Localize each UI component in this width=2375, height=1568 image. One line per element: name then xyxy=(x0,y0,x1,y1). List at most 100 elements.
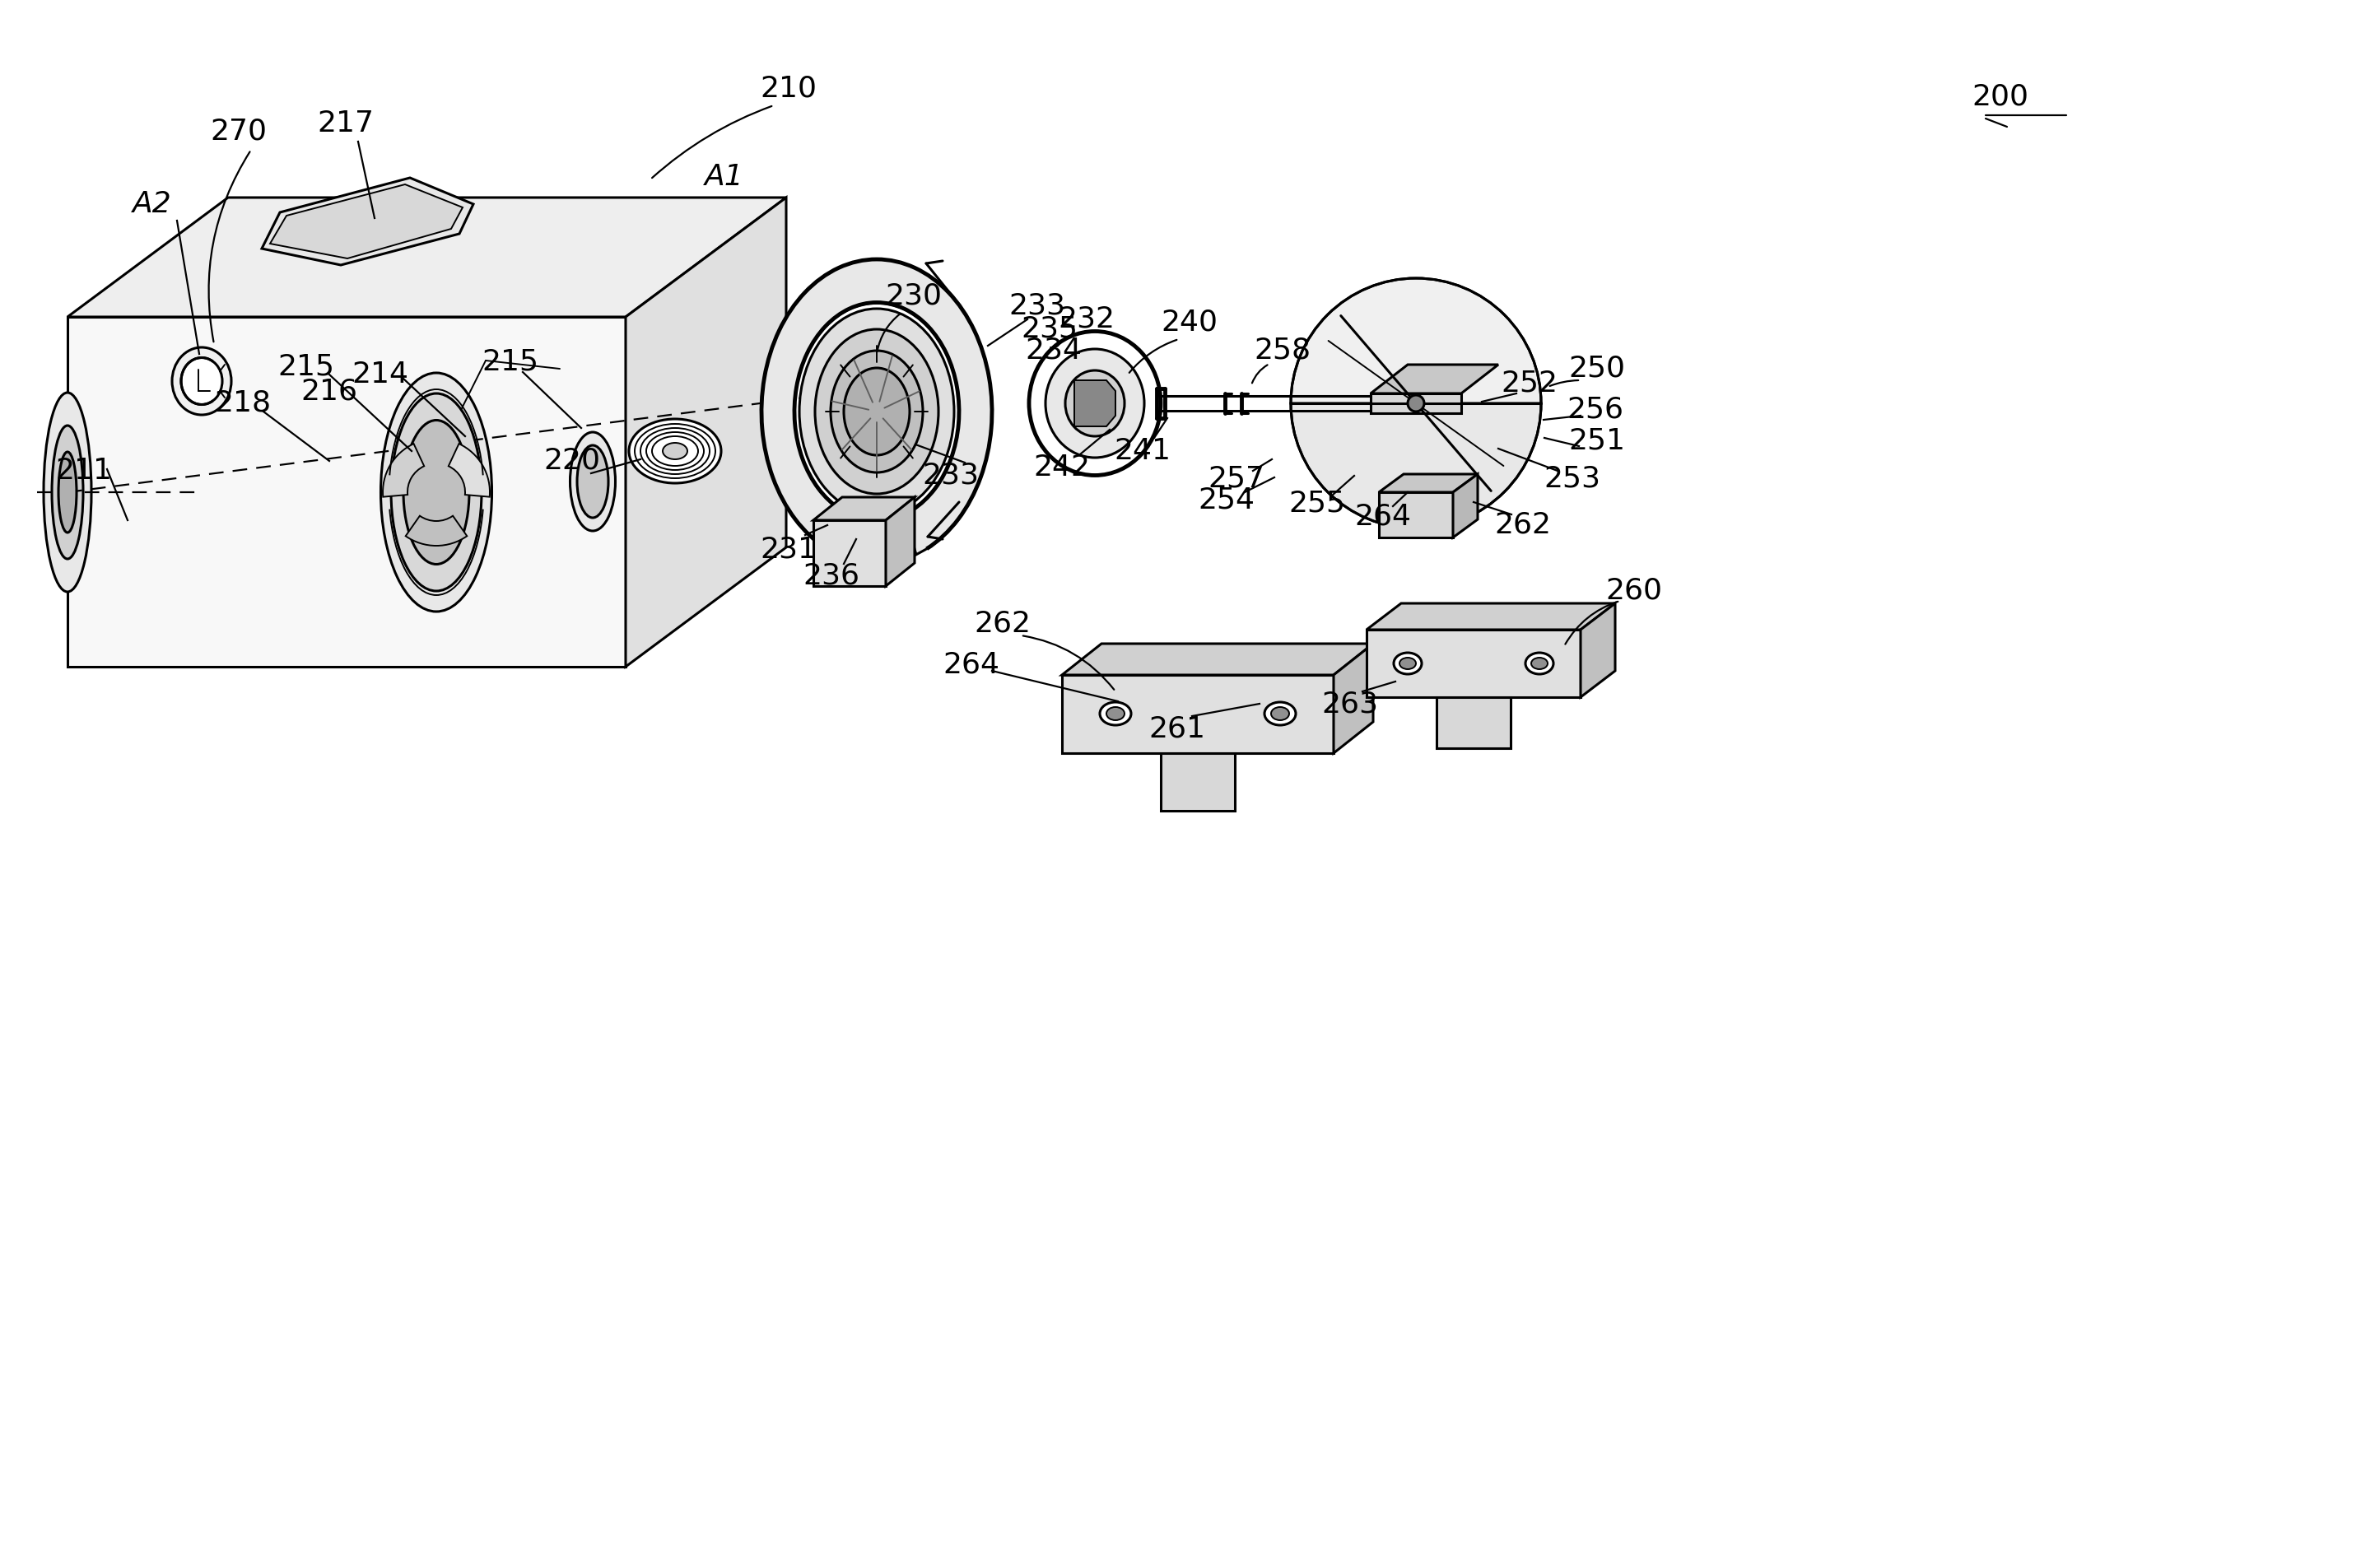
Polygon shape xyxy=(271,185,463,259)
Ellipse shape xyxy=(1394,652,1423,674)
Polygon shape xyxy=(1062,674,1335,753)
Ellipse shape xyxy=(1264,702,1297,724)
Ellipse shape xyxy=(52,425,83,558)
Text: 240: 240 xyxy=(1161,309,1218,337)
Text: A1: A1 xyxy=(705,163,743,191)
Text: 242: 242 xyxy=(1033,453,1090,481)
Text: A2: A2 xyxy=(133,190,171,218)
Wedge shape xyxy=(1292,278,1541,403)
Ellipse shape xyxy=(641,428,710,474)
Polygon shape xyxy=(1370,365,1499,394)
Polygon shape xyxy=(1074,381,1116,426)
Ellipse shape xyxy=(1100,702,1130,724)
Polygon shape xyxy=(1582,604,1615,698)
Ellipse shape xyxy=(831,351,924,472)
Text: 253: 253 xyxy=(1544,466,1601,492)
Polygon shape xyxy=(1335,643,1373,753)
Text: 215: 215 xyxy=(278,353,335,381)
Ellipse shape xyxy=(1107,707,1123,720)
Text: 262: 262 xyxy=(1494,511,1551,539)
Ellipse shape xyxy=(577,445,608,517)
Ellipse shape xyxy=(843,368,910,455)
Ellipse shape xyxy=(1066,370,1123,436)
Ellipse shape xyxy=(1271,707,1290,720)
Ellipse shape xyxy=(653,436,698,466)
Ellipse shape xyxy=(570,433,615,532)
Wedge shape xyxy=(449,444,489,497)
Polygon shape xyxy=(1380,492,1454,538)
Text: 235: 235 xyxy=(1021,315,1078,343)
Ellipse shape xyxy=(800,309,955,514)
Text: 217: 217 xyxy=(318,110,375,138)
Text: 255: 255 xyxy=(1290,489,1347,517)
Text: 251: 251 xyxy=(1568,426,1625,455)
Text: 260: 260 xyxy=(1606,577,1662,605)
Ellipse shape xyxy=(1028,331,1161,475)
Text: 257: 257 xyxy=(1209,466,1266,492)
Ellipse shape xyxy=(180,358,223,405)
Text: 231: 231 xyxy=(760,536,817,564)
Text: 261: 261 xyxy=(1150,715,1206,742)
Ellipse shape xyxy=(1525,652,1553,674)
Wedge shape xyxy=(1292,403,1541,528)
Text: 258: 258 xyxy=(1254,336,1311,364)
Polygon shape xyxy=(1366,630,1582,698)
Ellipse shape xyxy=(380,373,492,612)
Text: 263: 263 xyxy=(1321,690,1378,718)
Text: 210: 210 xyxy=(760,75,817,103)
Polygon shape xyxy=(1062,643,1373,674)
Ellipse shape xyxy=(815,329,938,494)
Text: 200: 200 xyxy=(1971,83,2028,111)
Polygon shape xyxy=(1366,604,1615,630)
Text: 262: 262 xyxy=(974,610,1031,638)
Text: 232: 232 xyxy=(1059,306,1114,334)
Ellipse shape xyxy=(629,419,722,483)
Polygon shape xyxy=(812,521,886,586)
Polygon shape xyxy=(625,198,786,666)
Text: 250: 250 xyxy=(1568,354,1625,383)
Polygon shape xyxy=(1454,474,1477,538)
Ellipse shape xyxy=(43,392,90,591)
Text: 211: 211 xyxy=(55,456,112,485)
Polygon shape xyxy=(1161,753,1235,811)
Polygon shape xyxy=(886,497,914,586)
Ellipse shape xyxy=(646,433,703,470)
Polygon shape xyxy=(1437,698,1511,748)
Ellipse shape xyxy=(1532,657,1548,670)
Text: 236: 236 xyxy=(803,563,860,590)
Text: 216: 216 xyxy=(302,376,359,405)
Ellipse shape xyxy=(1045,350,1145,458)
Text: 252: 252 xyxy=(1501,368,1558,397)
Text: 233: 233 xyxy=(1009,292,1066,320)
Text: 230: 230 xyxy=(886,282,943,310)
Text: 215: 215 xyxy=(482,348,539,376)
Text: 220: 220 xyxy=(544,447,601,475)
Wedge shape xyxy=(382,444,425,497)
Text: 264: 264 xyxy=(943,651,1000,679)
Ellipse shape xyxy=(634,423,715,478)
Ellipse shape xyxy=(663,442,686,459)
Wedge shape xyxy=(406,516,468,546)
Text: 234: 234 xyxy=(1026,336,1083,364)
Polygon shape xyxy=(1380,474,1477,492)
Text: 241: 241 xyxy=(1114,437,1171,466)
Text: 214: 214 xyxy=(352,361,408,389)
Polygon shape xyxy=(762,259,993,555)
Text: 254: 254 xyxy=(1199,486,1254,514)
Polygon shape xyxy=(1370,394,1461,414)
Ellipse shape xyxy=(1399,657,1416,670)
Text: 264: 264 xyxy=(1354,503,1411,532)
Ellipse shape xyxy=(59,452,76,533)
Ellipse shape xyxy=(1408,395,1425,411)
Ellipse shape xyxy=(392,394,482,591)
Ellipse shape xyxy=(404,420,470,564)
Polygon shape xyxy=(66,317,625,666)
Text: 233: 233 xyxy=(922,461,978,489)
Text: 270: 270 xyxy=(211,118,266,146)
Text: 256: 256 xyxy=(1568,395,1625,423)
Polygon shape xyxy=(261,177,473,265)
Text: 218: 218 xyxy=(214,389,271,417)
Ellipse shape xyxy=(171,348,230,416)
Polygon shape xyxy=(66,198,786,317)
Polygon shape xyxy=(812,497,914,521)
